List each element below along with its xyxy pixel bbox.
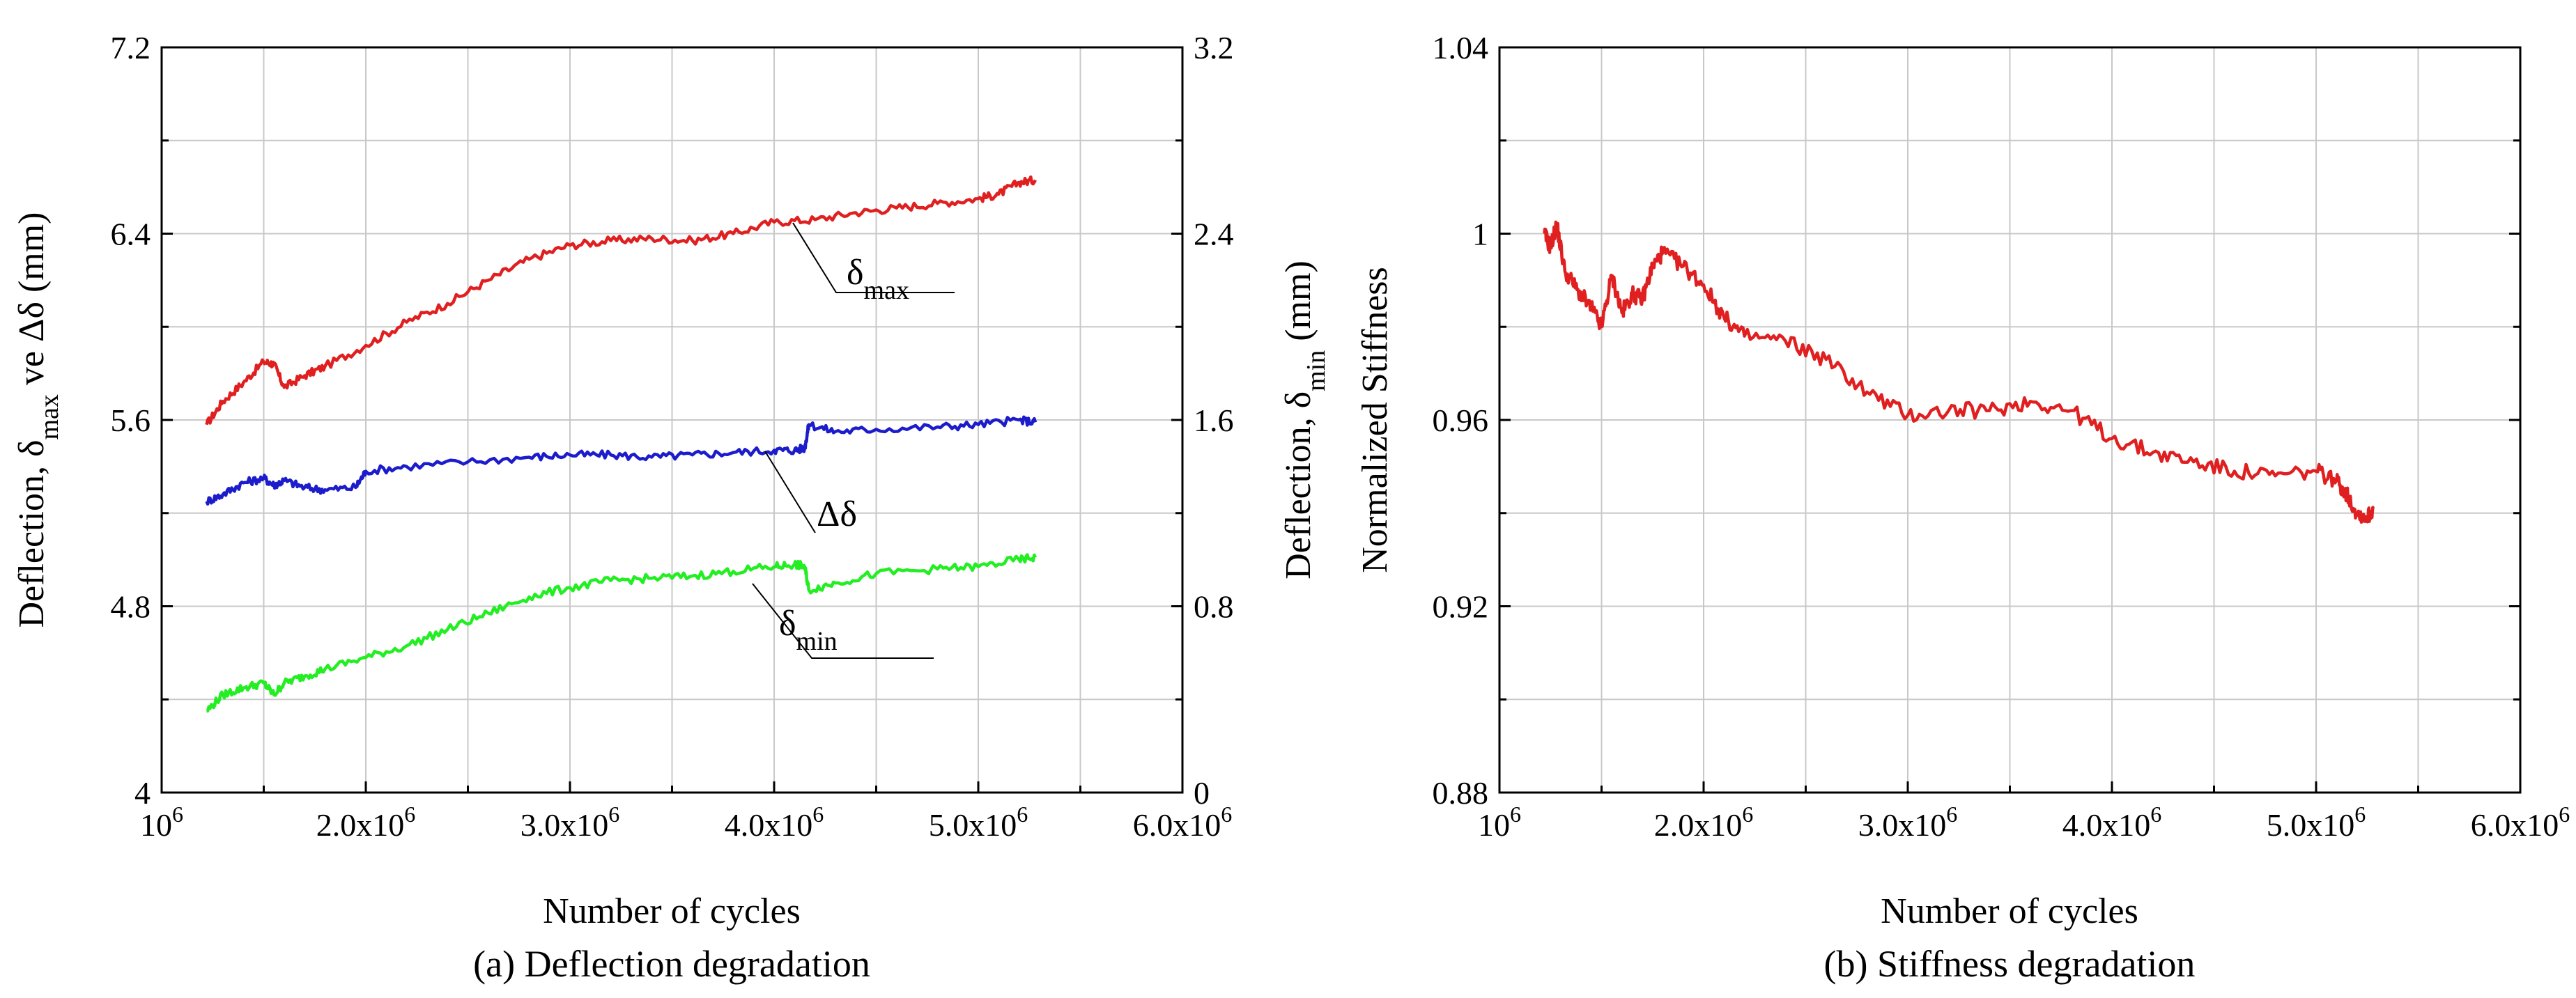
y-tick-labels-b: 0.88 0.92 0.96 1 1.04: [1433, 30, 1489, 811]
y-right-tick-label: 1.6: [1194, 403, 1234, 438]
y-right-tick-labels-a: 0 0.8 1.6 2.4 3.2: [1194, 30, 1234, 811]
series-line: [206, 553, 1038, 713]
series-b: [1543, 220, 2375, 524]
x-tick-label: 4.0x106: [725, 802, 824, 843]
series-line: [205, 175, 1037, 426]
ddelta-label: Δδ: [817, 494, 857, 534]
y-tick-label: 0.92: [1433, 589, 1489, 625]
x-axis-label-b: Number of cycles: [1881, 891, 2138, 931]
caption-a: (a) Deflection degradation: [473, 943, 870, 985]
x-axis-label-a: Number of cycles: [543, 891, 801, 931]
y-tick-label: 5.6: [111, 403, 151, 438]
series-a: [205, 175, 1038, 713]
x-tick-label: 106: [140, 802, 183, 843]
y-right-tick-label: 3.2: [1194, 30, 1234, 65]
y-right-tick-label: 2.4: [1194, 217, 1234, 252]
series-line: [205, 415, 1038, 506]
y-tick-label: 0.88: [1433, 775, 1489, 811]
stiffness-chart: 106 2.0x106 3.0x106 4.0x106 5.0x106 6.0x106 0…: [1355, 30, 2570, 985]
plot-frame-b: [1498, 46, 2522, 794]
y-tick-label: 1.04: [1433, 30, 1489, 65]
y-tick-label: 6.4: [111, 217, 151, 252]
y-tick-label: 0.96: [1433, 403, 1489, 438]
y-tick-label: 7.2: [111, 30, 151, 65]
y-tick-label: 4.8: [111, 589, 151, 625]
x-tick-label: 3.0x106: [1858, 802, 1958, 843]
x-tick-label: 106: [1478, 802, 1521, 843]
x-tick-label: 2.0x106: [1654, 802, 1754, 843]
grid-b: [1498, 46, 2522, 794]
y-right-axis-label-a: Deflection, δmin (mm): [1279, 260, 1331, 579]
y-left-axis-label-a: Deflection, δmax ve Δδ (mm): [12, 212, 64, 628]
x-tick-label: 6.0x106: [2471, 802, 2570, 843]
deflection-chart: 106 2.0x106 3.0x106 4.0x106 5.0x106 6.0x106 4…: [12, 30, 1331, 985]
x-tick-labels-a: 106 2.0x106 3.0x106 4.0x106 5.0x106 6.0x106: [140, 802, 1232, 843]
y-left-tick-labels-a: 4 4.8 5.6 6.4 7.2: [111, 30, 151, 811]
y-axis-label-b: Normalized Stiffness: [1355, 267, 1395, 573]
dmin-leader: [752, 583, 934, 659]
y-tick-label: 4: [134, 775, 151, 811]
y-tick-label: 1: [1472, 217, 1488, 252]
x-tick-label: 6.0x106: [1133, 802, 1233, 843]
dmin-label: δmin: [779, 604, 838, 656]
dmax-label: δmax: [847, 253, 909, 305]
x-tick-label: 3.0x106: [520, 802, 620, 843]
y-right-tick-label: 0.8: [1194, 589, 1234, 625]
series-line: [1543, 220, 2375, 524]
caption-b: (b) Stiffness degradation: [1824, 943, 2196, 985]
x-tick-labels-b: 106 2.0x106 3.0x106 4.0x106 5.0x106 6.0x106: [1478, 802, 2570, 843]
plot-frame-a: [160, 46, 1184, 794]
x-tick-label: 4.0x106: [2062, 802, 2162, 843]
x-tick-label: 2.0x106: [316, 802, 416, 843]
ddelta-leader: [764, 451, 816, 533]
dmax-leader: [792, 222, 955, 293]
x-tick-label: 5.0x106: [929, 802, 1028, 843]
y-right-tick-label: 0: [1194, 775, 1210, 811]
x-tick-label: 5.0x106: [2267, 802, 2366, 843]
